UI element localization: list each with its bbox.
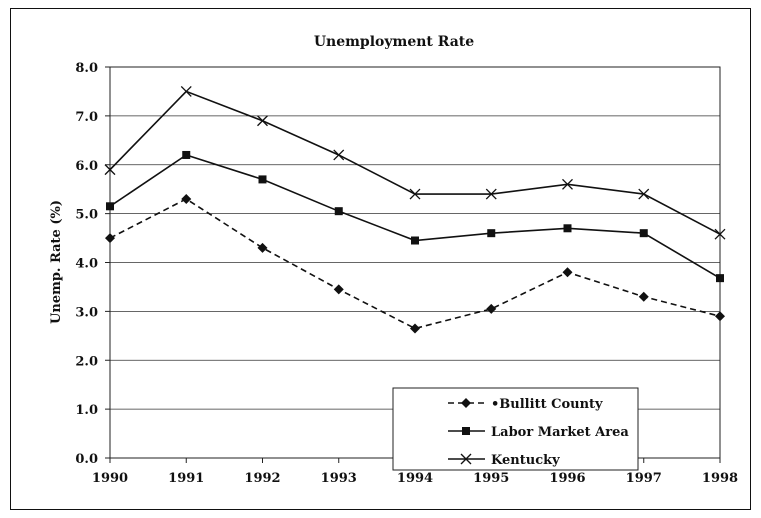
- legend-label: Labor Market Area: [491, 425, 629, 440]
- y-tick-label: 3.0: [75, 305, 98, 320]
- x-tick-label: 1996: [549, 471, 585, 486]
- data-point: [562, 267, 573, 278]
- x-tick-label: 1994: [397, 471, 433, 486]
- data-point: [410, 323, 420, 334]
- y-tick-label: 0.0: [75, 452, 98, 467]
- y-tick-label: 6.0: [75, 159, 98, 174]
- data-point: [714, 228, 726, 240]
- legend: •Bullitt County Labor Market Area Kentucky: [392, 387, 639, 471]
- data-point: [257, 115, 268, 127]
- legend-box: [392, 387, 639, 471]
- series-line-2: [109, 90, 721, 235]
- data-point: [182, 150, 191, 159]
- data-point: [258, 175, 267, 184]
- data-point: [257, 242, 268, 253]
- data-point: [563, 224, 572, 233]
- x-tick-label: 1993: [321, 471, 357, 486]
- series-line-0: [109, 198, 721, 330]
- data-point: [485, 188, 497, 200]
- data-point: [487, 229, 496, 238]
- series-group: [104, 85, 726, 334]
- y-tick-label: 7.0: [75, 110, 98, 125]
- data-point: [411, 236, 419, 245]
- data-point: [716, 274, 724, 283]
- data-point: [106, 202, 114, 211]
- legend-marker: [461, 398, 471, 408]
- y-tick-label: 2.0: [75, 354, 98, 369]
- data-point: [334, 207, 343, 216]
- data-point: [333, 149, 345, 161]
- data-point: [638, 291, 649, 302]
- x-tick-label: 1997: [626, 471, 662, 486]
- data-point: [715, 311, 725, 322]
- legend-marker: [460, 453, 472, 465]
- y-tick-label: 5.0: [75, 208, 98, 223]
- data-point: [104, 164, 116, 176]
- data-point: [333, 284, 344, 295]
- data-point: [409, 188, 421, 200]
- data-point: [181, 193, 192, 204]
- data-point: [105, 233, 115, 244]
- legend-marker: [462, 427, 470, 435]
- x-tick-label: 1990: [92, 471, 128, 486]
- chart-title: Unemployment Rate: [314, 34, 474, 50]
- x-tick-label: 1995: [473, 471, 509, 486]
- y-tick-label: 4.0: [75, 257, 98, 272]
- series-line-1: [109, 154, 721, 279]
- data-point: [486, 303, 497, 314]
- legend-label: •Bullitt County: [491, 397, 603, 412]
- y-axis-label: Unemp. Rate (%): [49, 200, 64, 324]
- data-point: [180, 85, 192, 97]
- x-tick-label: 1998: [702, 471, 738, 486]
- x-tick-label: 1992: [244, 471, 280, 486]
- x-tick-label: 1991: [168, 471, 204, 486]
- data-point: [562, 178, 573, 190]
- data-point: [638, 188, 650, 200]
- legend-label: Kentucky: [491, 453, 560, 468]
- y-tick-label: 8.0: [75, 61, 98, 76]
- y-tick-label: 1.0: [75, 403, 98, 418]
- data-point: [639, 229, 648, 238]
